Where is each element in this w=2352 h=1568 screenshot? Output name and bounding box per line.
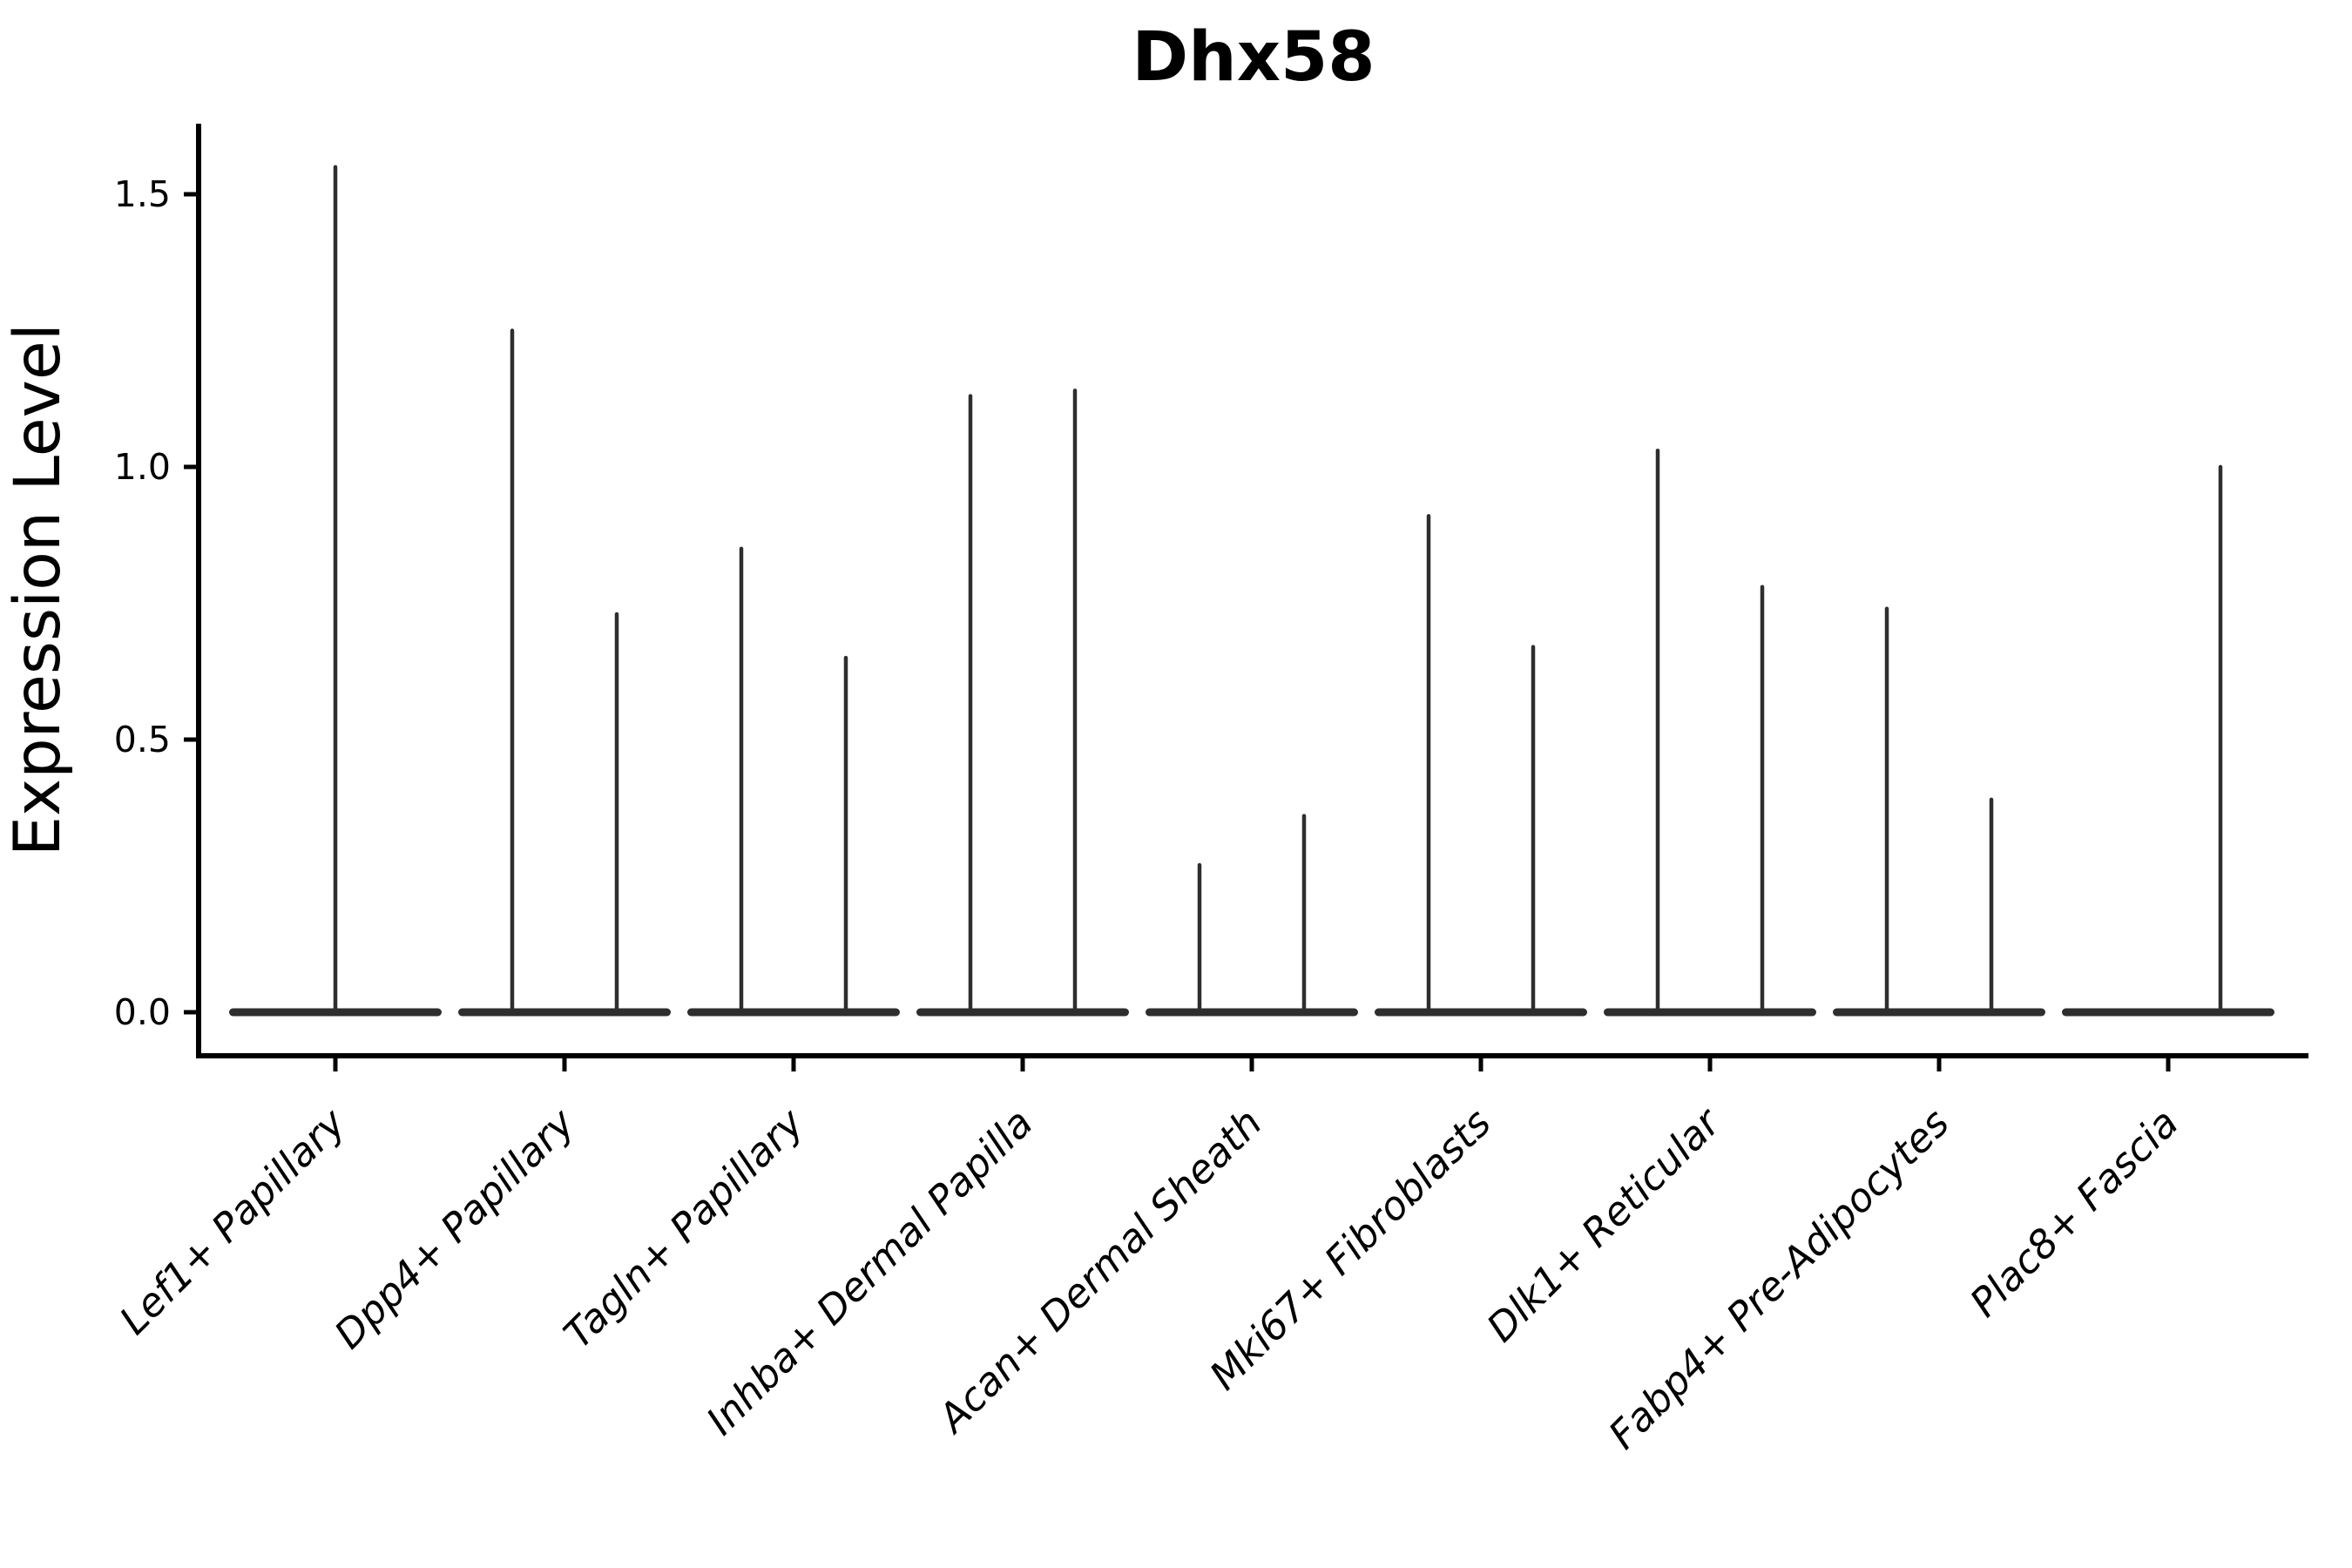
violin-base (687, 1008, 900, 1017)
violin-base (1375, 1008, 1587, 1017)
x-tick-label: Dlk1+ Reticular (1477, 1098, 1730, 1351)
y-axis-label: Expression Level (1, 323, 75, 856)
y-tick-label: 1.0 (114, 446, 171, 488)
x-tick-label: Tagln+ Papillary (555, 1098, 814, 1357)
violin-base (916, 1008, 1129, 1017)
violin-base (1833, 1008, 2045, 1017)
x-tick-label: Plac8+ Fascia (1961, 1099, 2187, 1326)
violin-base (1146, 1008, 1358, 1017)
x-tick-label: Dpp4+ Papillary (326, 1098, 585, 1357)
y-tick-label: 1.5 (114, 173, 171, 215)
x-tick-label: Lef1+ Papillary (111, 1098, 355, 1343)
y-tick-label: 0.5 (114, 719, 171, 760)
chart-title: Dhx58 (1132, 18, 1375, 97)
violin-base (1604, 1008, 1816, 1017)
violin-base (458, 1008, 671, 1017)
y-tick-label: 0.0 (114, 991, 171, 1033)
violin-base (2062, 1008, 2274, 1017)
